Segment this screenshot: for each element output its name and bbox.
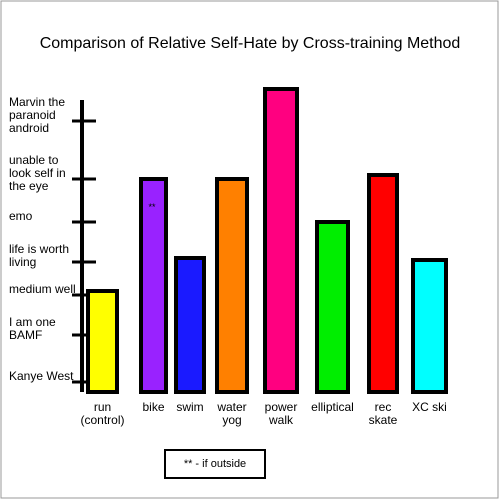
- x-tick-label: power walk: [264, 400, 298, 427]
- x-tick-label: rec skate: [368, 400, 398, 427]
- bar: [86, 289, 119, 394]
- note-box: [164, 449, 266, 479]
- x-tick-label: run (control): [80, 400, 125, 427]
- bar: [367, 173, 399, 394]
- y-tick-label: unable to look self in the eye: [9, 152, 66, 193]
- x-tick-label: water yog: [217, 400, 247, 427]
- bar: [139, 177, 168, 394]
- y-tick-label: Kanye West: [9, 368, 74, 383]
- bar: [174, 256, 206, 394]
- bar: [315, 220, 350, 394]
- x-tick-label: bike: [142, 400, 165, 414]
- y-tick-label: I am one BAMF: [9, 315, 56, 342]
- x-tick-label: XC ski: [412, 400, 447, 414]
- bar: [215, 177, 249, 394]
- y-tick-label: medium well: [9, 281, 76, 296]
- y-tick-label: life is worth living: [9, 242, 70, 269]
- x-tick-label: elliptical: [311, 400, 354, 414]
- annotation: **: [148, 202, 156, 212]
- chart-title: Comparison of Relative Self-Hate by Cros…: [39, 35, 461, 52]
- note: ** - if outside: [183, 458, 247, 470]
- y-tick-label: Marvin the paranoid android: [9, 94, 66, 135]
- x-tick-label: swim: [176, 400, 204, 414]
- bar: [411, 258, 448, 394]
- y-tick-label: emo: [9, 208, 33, 223]
- bar: [263, 87, 299, 394]
